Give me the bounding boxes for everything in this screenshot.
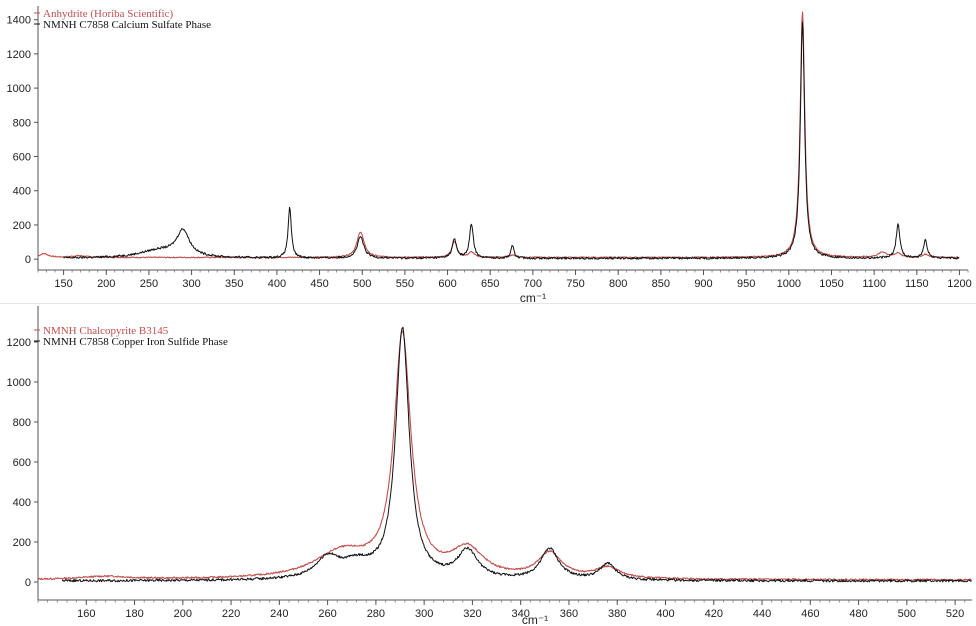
x-tick-label: 320 xyxy=(463,608,481,620)
legend-entry: NMNH C7858 Calcium Sulfate Phase xyxy=(43,19,211,31)
x-tick-label: 240 xyxy=(270,608,288,620)
x-tick-label: 300 xyxy=(182,278,200,290)
chart-divider xyxy=(0,303,976,304)
y-tick-label: 1400 xyxy=(7,15,31,27)
x-tick-label: 1050 xyxy=(819,278,843,290)
y-tick-label: 1200 xyxy=(7,337,31,349)
x-tick-label: 340 xyxy=(512,608,530,620)
series-line-reference xyxy=(37,11,960,259)
x-tick-label: 500 xyxy=(898,608,916,620)
x-tick-label: 360 xyxy=(560,608,578,620)
x-tick-label: 400 xyxy=(268,278,286,290)
legend-entry: Anhydrite (Horiba Scientific) xyxy=(43,8,173,20)
x-tick-label: 900 xyxy=(694,278,712,290)
x-tick-label: 250 xyxy=(140,278,158,290)
x-tick-label: 1200 xyxy=(947,278,971,290)
x-tick-label: 520 xyxy=(946,608,964,620)
x-tick-label: 550 xyxy=(396,278,414,290)
y-tick-label: 400 xyxy=(13,497,31,509)
x-tick-label: 600 xyxy=(438,278,456,290)
chalcopyrite-spectrum-chart: 0 200 400 600 800 1000 1200 160 180 200 220 240 260 2… xyxy=(7,306,972,626)
y-tick-label: 1000 xyxy=(7,377,31,389)
x-tick-label: 220 xyxy=(222,608,240,620)
legend-entry: NMNH C7858 Copper Iron Sulfide Phase xyxy=(43,336,228,348)
x-tick-label: 160 xyxy=(77,608,95,620)
x-tick-label: 1100 xyxy=(862,278,886,290)
series-line-sample xyxy=(63,21,960,260)
x-tick-label: 400 xyxy=(656,608,674,620)
x-tick-label: 1150 xyxy=(905,278,929,290)
x-axis-label: cm⁻¹ xyxy=(520,291,546,303)
x-tick-label: 650 xyxy=(481,278,499,290)
x-axis-label: cm⁻¹ xyxy=(522,613,548,626)
series-line-sample xyxy=(61,326,972,583)
x-tick-label: 850 xyxy=(652,278,670,290)
y-tick-label: 800 xyxy=(13,117,31,129)
x-tick-label: 750 xyxy=(566,278,584,290)
y-tick-label: 200 xyxy=(13,537,31,549)
legend-entry: NMNH Chalcopyrite B3145 xyxy=(43,325,169,337)
x-tick-label: 700 xyxy=(524,278,542,290)
x-tick-label: 150 xyxy=(54,278,72,290)
y-tick-label: 200 xyxy=(13,220,31,232)
x-tick-label: 460 xyxy=(801,608,819,620)
y-tick-label: 800 xyxy=(13,417,31,429)
x-tick-label: 1000 xyxy=(777,278,801,290)
y-tick-label: 0 xyxy=(25,577,31,589)
y-tick-label: 0 xyxy=(25,254,31,266)
x-tick-label: 180 xyxy=(125,608,143,620)
x-tick-label: 440 xyxy=(753,608,771,620)
x-tick-label: 200 xyxy=(174,608,192,620)
x-tick-label: 350 xyxy=(225,278,243,290)
y-tick-label: 400 xyxy=(13,186,31,198)
y-tick-label: 1200 xyxy=(7,49,31,61)
x-tick-label: 950 xyxy=(737,278,755,290)
x-tick-label: 450 xyxy=(310,278,328,290)
x-tick-label: 260 xyxy=(318,608,336,620)
x-tick-label: 300 xyxy=(415,608,433,620)
series-line-reference xyxy=(37,330,972,582)
y-tick-label: 1000 xyxy=(7,83,31,95)
x-tick-label: 480 xyxy=(849,608,867,620)
anhydrite-spectrum-chart: 0 200 400 600 800 1000 1200 1400 150 200 250 300 350… xyxy=(7,6,972,303)
x-tick-label: 380 xyxy=(608,608,626,620)
x-tick-label: 800 xyxy=(609,278,627,290)
x-tick-label: 280 xyxy=(367,608,385,620)
x-tick-label: 200 xyxy=(97,278,115,290)
y-tick-label: 600 xyxy=(13,152,31,164)
x-tick-label: 420 xyxy=(705,608,723,620)
y-tick-label: 600 xyxy=(13,457,31,469)
x-tick-label: 500 xyxy=(353,278,371,290)
